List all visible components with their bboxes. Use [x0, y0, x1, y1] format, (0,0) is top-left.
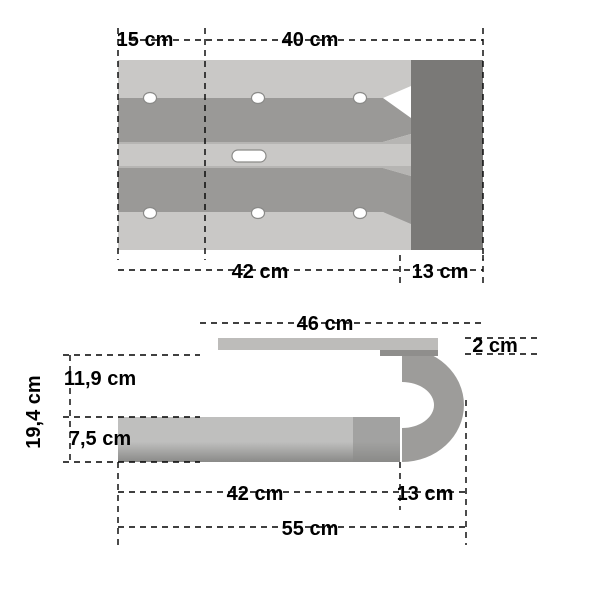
dimension-label: 13 cm	[397, 483, 454, 505]
dimension-label: 2 cm	[472, 335, 518, 357]
dimension-label: 19,4 cm	[23, 375, 45, 448]
dimension-label: 42 cm	[232, 261, 289, 283]
side-view: 46 cm 2 cm 11,9 cm 19,4 cm 7,5 cm 42 cm 13 cm 5…	[23, 313, 540, 545]
dimension-label: 11,9 cm	[64, 368, 136, 390]
top-flange-step	[380, 350, 438, 356]
tube-shadow	[353, 417, 400, 462]
dimension-label: 46 cm	[297, 313, 354, 335]
top-flange	[218, 338, 438, 350]
center-slot	[232, 150, 266, 162]
mounting-hole	[354, 207, 367, 218]
mounting-hole	[252, 92, 265, 103]
mounting-hole	[354, 92, 367, 103]
mounting-hole	[144, 92, 157, 103]
top-view: 15 cm 40 cm 42 cm 13 cm	[117, 28, 483, 285]
dimension-label: 7,5 cm	[69, 428, 131, 450]
hook-curve	[402, 348, 464, 462]
dimension-label: 55 cm	[282, 518, 339, 540]
mounting-hole	[252, 207, 265, 218]
dimension-label: 42 cm	[227, 483, 284, 505]
dimension-label: 13 cm	[412, 261, 469, 283]
technical-drawing: 15 cm 40 cm 42 cm 13 cm 46 cm 2 cm 11,9 cm 19,4…	[0, 0, 600, 600]
dimension-label: 15 cm	[117, 29, 174, 51]
mounting-hole	[144, 207, 157, 218]
dimension-label: 40 cm	[282, 29, 339, 51]
